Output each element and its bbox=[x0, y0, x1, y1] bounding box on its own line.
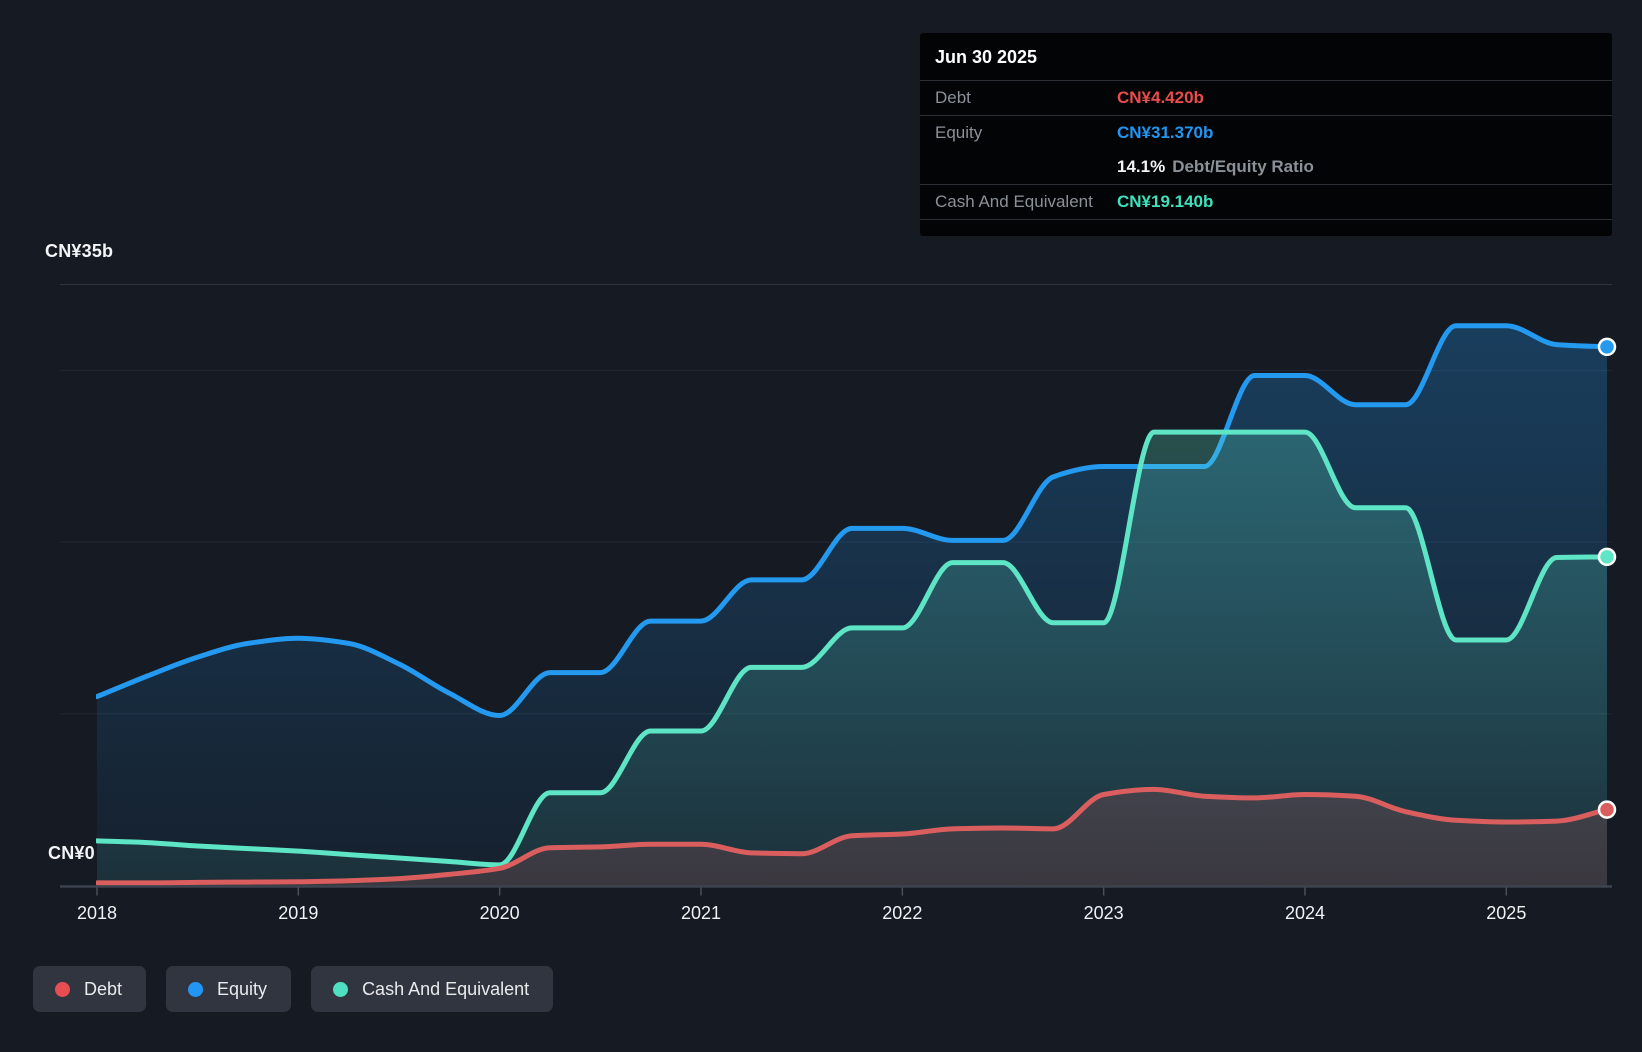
tooltip-ratio: 14.1% Debt/Equity Ratio bbox=[1117, 157, 1314, 177]
equity-dot-icon bbox=[188, 981, 204, 997]
tooltip-cash-label: Cash And Equivalent bbox=[935, 192, 1093, 211]
y-axis-max-label: CN¥35b bbox=[45, 241, 114, 261]
tooltip-date: Jun 30 2025 bbox=[920, 33, 1612, 81]
tooltip-ratio-row: 14.1% Debt/Equity Ratio bbox=[920, 150, 1612, 185]
tooltip-cash-value: CN¥19.140b bbox=[1117, 192, 1214, 211]
tooltip-equity-value: CN¥31.370b bbox=[1117, 123, 1214, 142]
svg-text:2018: 2018 bbox=[77, 903, 117, 923]
legend-cash-label: Cash And Equivalent bbox=[362, 978, 530, 999]
tooltip-debt-value: CN¥4.420b bbox=[1117, 88, 1204, 107]
end-marker-cash-and-equivalent bbox=[1597, 547, 1617, 567]
svg-text:2021: 2021 bbox=[681, 903, 721, 923]
chart-legend: Debt Equity Cash And Equivalent bbox=[33, 966, 554, 1012]
legend-item-debt[interactable]: Debt bbox=[33, 966, 147, 1012]
y-axis-zero-label: CN¥0 bbox=[48, 843, 95, 863]
debt-dot-icon bbox=[55, 981, 70, 997]
svg-text:2020: 2020 bbox=[480, 903, 520, 923]
svg-text:2023: 2023 bbox=[1084, 903, 1124, 923]
chart-tooltip: Jun 30 2025 Debt CN¥4.420b Equity CN¥31.… bbox=[920, 33, 1612, 236]
tooltip-debt-row: Debt CN¥4.420b bbox=[920, 81, 1612, 116]
area-cash-and-equivalent bbox=[97, 432, 1607, 886]
tooltip-equity-row: Equity CN¥31.370b bbox=[920, 116, 1612, 150]
tooltip-cash-row: Cash And Equivalent CN¥19.140b bbox=[920, 185, 1612, 220]
tooltip-equity-label: Equity bbox=[935, 123, 983, 142]
line-cash-and-equivalent bbox=[96, 429, 1610, 868]
svg-text:2019: 2019 bbox=[278, 903, 318, 923]
svg-text:2024: 2024 bbox=[1285, 903, 1325, 923]
legend-item-cash[interactable]: Cash And Equivalent bbox=[311, 966, 554, 1012]
svg-text:2022: 2022 bbox=[882, 903, 922, 923]
cash-dot-icon bbox=[333, 981, 349, 997]
tooltip-debt-label: Debt bbox=[935, 88, 971, 107]
end-marker-equity bbox=[1597, 337, 1617, 357]
tooltip-ratio-value: 14.1% bbox=[1117, 157, 1166, 176]
end-marker-debt bbox=[1597, 800, 1617, 819]
svg-text:2025: 2025 bbox=[1486, 903, 1526, 923]
legend-equity-label: Equity bbox=[217, 978, 268, 999]
line-equity bbox=[96, 323, 1610, 719]
tooltip-ratio-label: Debt/Equity Ratio bbox=[1172, 157, 1314, 176]
legend-item-equity[interactable]: Equity bbox=[166, 966, 292, 1012]
line-debt bbox=[96, 786, 1610, 886]
legend-debt-label: Debt bbox=[84, 978, 123, 999]
